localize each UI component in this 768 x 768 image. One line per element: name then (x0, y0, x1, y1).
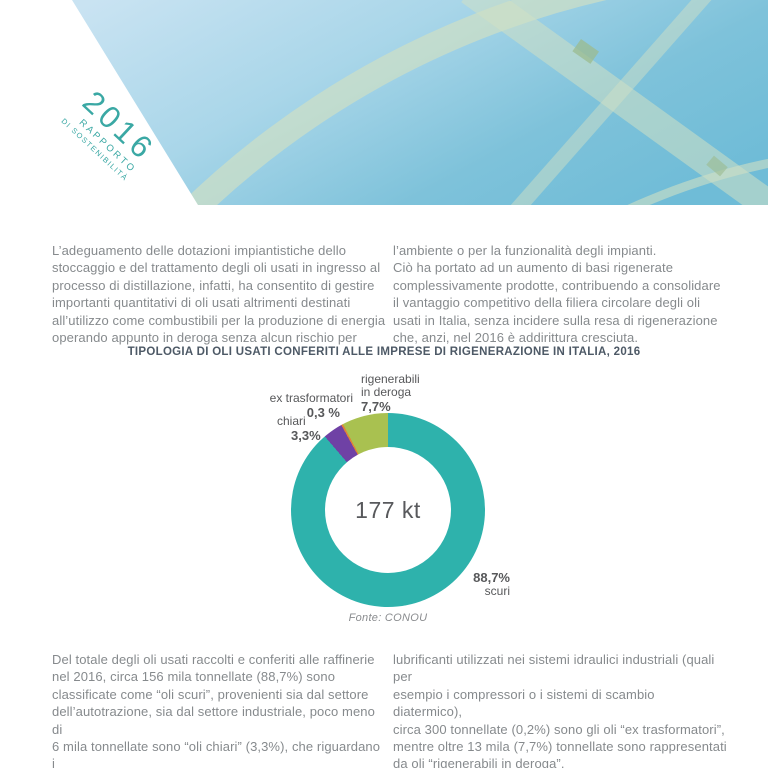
slice-percent: 3,3% (291, 427, 321, 443)
slice-name: ex trasformatori (269, 391, 353, 405)
body-paragraph-right: lubrificanti utilizzati nei sistemi idra… (393, 652, 727, 768)
intro-paragraph-left: L’adeguamento delle dotazioni impiantist… (52, 243, 386, 346)
body-paragraph-left: Del totale degli oli usati raccolti e co… (52, 652, 381, 768)
donut-chart: 177 kt (291, 413, 485, 607)
slice-label-chiari: chiari 3,3% (277, 415, 321, 442)
slice-name: scuri (484, 584, 510, 598)
slice-label-scuri: 88,7% scuri (430, 571, 510, 598)
white-corner-triangle (0, 0, 198, 205)
slice-percent: 7,7% (361, 399, 391, 414)
chart-source: Fonte: CONOU (348, 612, 428, 624)
greenhouse-arcs (179, 0, 768, 205)
slice-name: chiari (277, 414, 306, 428)
header-photo: 2016 RAPPORTO DI SOSTENIBILITÀ (0, 0, 768, 205)
donut-center-value: 177 kt (355, 496, 421, 523)
slice-name: rigenerabili in deroga (361, 372, 420, 399)
slice-percent: 0,3 % (306, 404, 340, 420)
slice-percent: 88,7% (473, 570, 510, 585)
arc-joints (572, 38, 728, 177)
chart-title: TIPOLOGIA DI OLI USATI CONFERITI ALLE IM… (127, 346, 641, 358)
sky-structure-image (0, 0, 768, 205)
slice-label-ex-trasformatori: ex trasformatori 0,3 % (240, 392, 353, 419)
slice-label-rigenerabili-in-deroga: rigenerabili in deroga 7,7% (361, 373, 420, 413)
intro-paragraph-right: l’ambiente o per la funzionalità degli i… (393, 243, 721, 346)
donut-hole: 177 kt (325, 447, 451, 573)
